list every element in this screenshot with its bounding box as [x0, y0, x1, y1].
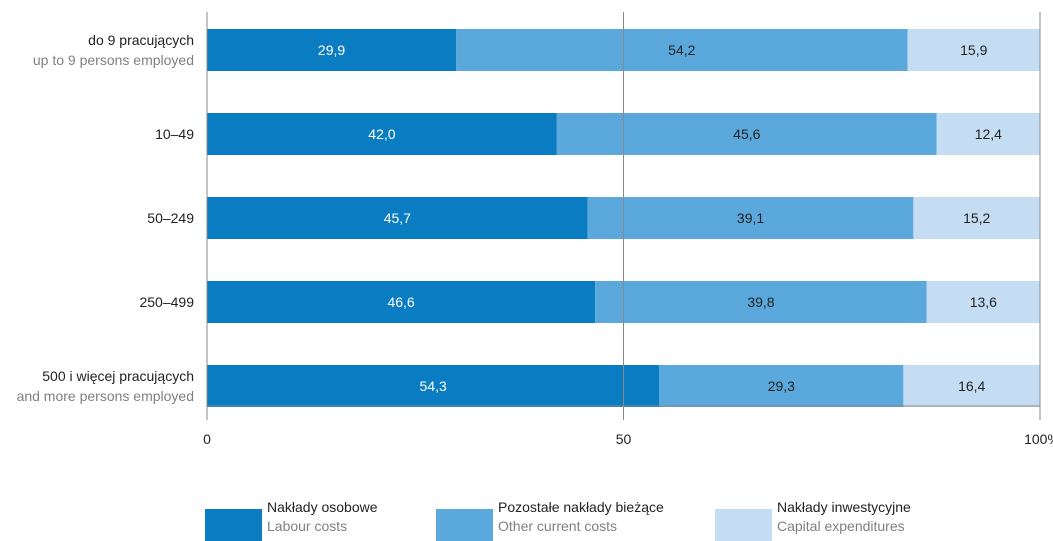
category-label: 50–249 — [147, 210, 194, 226]
bar-segment-4-1 — [659, 365, 904, 407]
legend-swatch-labour-costs — [205, 509, 262, 541]
bar-segment-1-0 — [207, 113, 557, 155]
bar-value-label: 15,2 — [963, 210, 990, 226]
bar-value-label: 13,6 — [970, 294, 997, 310]
bar-segment-1-1 — [556, 113, 937, 155]
bar-segment-2-2 — [913, 197, 1040, 239]
bar-value-label: 42,0 — [368, 126, 395, 142]
category-label: 10–49 — [155, 126, 194, 142]
bar-segment-2-1 — [587, 197, 914, 239]
category-label: 500 i więcej pracujących — [42, 368, 194, 384]
bar-value-label: 46,6 — [387, 294, 414, 310]
bar-value-label: 16,4 — [958, 378, 985, 394]
legend-sublabel-other-current-costs: Other current costs — [498, 518, 618, 534]
legend-sublabel-labour-costs: Labour costs — [267, 518, 348, 534]
bar-segment-2-0 — [207, 197, 588, 239]
bar-value-label: 39,1 — [737, 210, 764, 226]
category-sublabel: up to 9 persons employed — [33, 52, 194, 68]
bar-segment-0-1 — [456, 29, 908, 71]
x-tick-label: 100% — [1024, 431, 1053, 447]
bar-value-label: 39,8 — [747, 294, 774, 310]
legend-sublabel-capital-expenditures: Capital expenditures — [777, 518, 905, 534]
bar-segment-4-0 — [207, 365, 660, 407]
legend-label-capital-expenditures: Nakłady inwestycyjne — [777, 499, 911, 515]
bar-segment-4-2 — [903, 365, 1040, 407]
category-label: do 9 pracujących — [88, 32, 194, 48]
legend-label-other-current-costs: Pozostałe nakłady bieżące — [498, 499, 664, 515]
bar-value-label: 29,3 — [768, 378, 795, 394]
bar-segment-0-0 — [207, 29, 457, 71]
category-sublabel: and more persons employed — [17, 388, 194, 404]
x-tick-label: 0 — [203, 431, 211, 447]
bar-segment-1-2 — [936, 113, 1040, 155]
bar-segment-0-2 — [907, 29, 1040, 71]
x-tick-label: 50 — [616, 431, 632, 447]
bar-value-label: 54,3 — [420, 378, 447, 394]
bar-value-label: 45,7 — [384, 210, 411, 226]
bar-segment-3-1 — [595, 281, 927, 323]
legend-label-labour-costs: Nakłady osobowe — [267, 499, 378, 515]
bar-value-label: 12,4 — [975, 126, 1002, 142]
bar-value-label: 54,2 — [668, 42, 695, 58]
bar-value-label: 15,9 — [960, 42, 987, 58]
bar-segment-3-2 — [926, 281, 1040, 323]
category-label: 250–499 — [139, 294, 194, 310]
bar-value-label: 29,9 — [318, 42, 345, 58]
bar-segment-3-0 — [207, 281, 596, 323]
legend-swatch-other-current-costs — [436, 509, 493, 541]
legend-swatch-capital-expenditures — [715, 509, 772, 541]
legend: Nakłady osobowe Labour costs Pozostałe n… — [0, 497, 1053, 541]
bar-value-label: 45,6 — [733, 126, 760, 142]
